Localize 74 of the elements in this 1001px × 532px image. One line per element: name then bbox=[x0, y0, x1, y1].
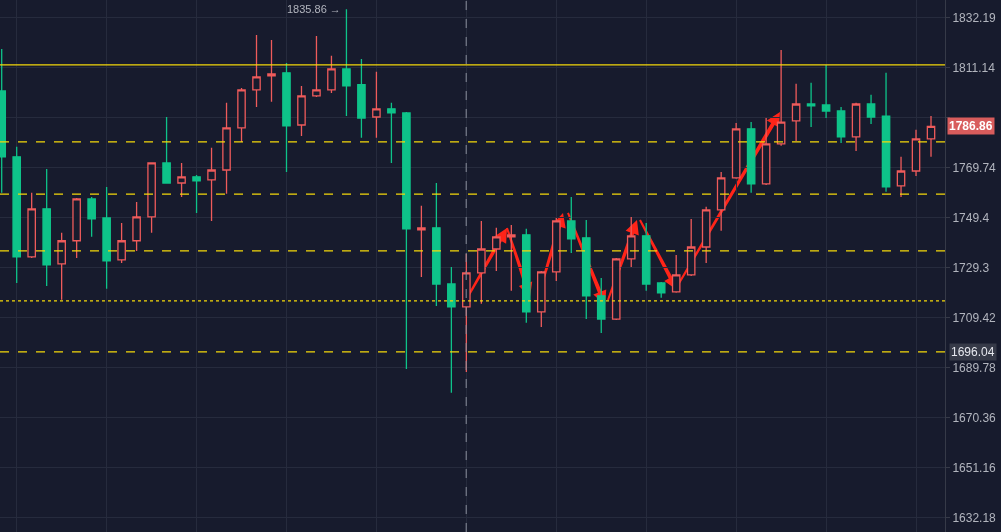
candlestick bbox=[357, 58, 366, 139]
candlestick bbox=[147, 161, 156, 234]
y-tick-label: 1832.19 bbox=[952, 11, 997, 26]
candlestick bbox=[297, 85, 306, 137]
candlestick bbox=[821, 64, 831, 119]
candlestick bbox=[731, 122, 741, 180]
candlestick bbox=[327, 55, 336, 94]
y-tick-label: 1729.3 bbox=[952, 261, 990, 276]
candlestick bbox=[27, 192, 36, 259]
candlestick bbox=[806, 82, 816, 128]
candlestick bbox=[671, 254, 681, 294]
candlestick bbox=[417, 205, 426, 278]
y-tick-label: 1651.16 bbox=[952, 461, 997, 476]
candlestick bbox=[761, 117, 771, 186]
y-tick-label: 1769.74 bbox=[952, 161, 997, 176]
candlestick bbox=[641, 222, 651, 292]
y-tick-label: 1670.36 bbox=[952, 411, 997, 426]
candlestick bbox=[342, 8, 351, 117]
candlestick bbox=[611, 257, 621, 321]
candlestick bbox=[716, 171, 726, 232]
text: 1786.86 bbox=[949, 119, 993, 133]
candlestick bbox=[57, 232, 66, 301]
candlestick bbox=[12, 146, 22, 284]
y-tick-label: 1749.4 bbox=[952, 211, 990, 226]
candlestick bbox=[42, 168, 51, 287]
candlestick bbox=[267, 39, 276, 103]
candlestick bbox=[791, 83, 801, 142]
y-tick-label: 1689.78 bbox=[952, 361, 997, 376]
candlestick bbox=[911, 129, 921, 177]
candlestick bbox=[896, 156, 906, 198]
candlestick bbox=[312, 35, 321, 98]
candlestick bbox=[252, 34, 261, 108]
candlestick bbox=[492, 227, 501, 272]
ref-line-label: 1696.04 bbox=[951, 345, 995, 359]
candlestick bbox=[372, 71, 381, 139]
y-tick-label: 1811.14 bbox=[952, 61, 996, 76]
candlestick bbox=[507, 224, 516, 292]
candlestick bbox=[177, 162, 186, 198]
candlestick bbox=[207, 147, 216, 222]
candlestick bbox=[926, 115, 936, 158]
candlestick bbox=[222, 102, 231, 195]
candlestick bbox=[102, 186, 111, 290]
candlestick bbox=[836, 106, 846, 144]
y-tick-label: 1709.42 bbox=[952, 311, 997, 326]
candlestick bbox=[686, 218, 696, 277]
candlestick bbox=[447, 266, 456, 394]
candlestick bbox=[521, 228, 531, 324]
candlestick bbox=[387, 102, 396, 164]
candlestick bbox=[536, 270, 546, 328]
candlestick bbox=[701, 206, 711, 264]
candlestick bbox=[132, 201, 141, 252]
candlestick bbox=[477, 220, 486, 305]
candlestick bbox=[776, 49, 786, 147]
candlestick bbox=[87, 196, 96, 238]
candlestick bbox=[596, 277, 606, 334]
candlestick bbox=[551, 217, 561, 282]
candlestick bbox=[162, 116, 171, 184]
candlestick bbox=[117, 222, 126, 264]
candlestick bbox=[626, 216, 636, 268]
y-tick-label: 1632.18 bbox=[952, 511, 997, 526]
candlestick bbox=[746, 121, 756, 194]
candlestick bbox=[881, 72, 891, 193]
candlestick bbox=[72, 197, 81, 259]
candlestick bbox=[851, 102, 861, 152]
candlestick bbox=[282, 62, 291, 173]
annotation: 1835.86 → bbox=[287, 3, 341, 15]
candlestick bbox=[866, 94, 876, 125]
candlestick bbox=[581, 219, 591, 320]
candlestick bbox=[192, 174, 201, 214]
candlestick bbox=[402, 111, 411, 370]
candlestick bbox=[432, 182, 441, 307]
candlestick bbox=[566, 196, 576, 254]
candlestick bbox=[237, 87, 246, 143]
candlestick bbox=[656, 281, 666, 299]
